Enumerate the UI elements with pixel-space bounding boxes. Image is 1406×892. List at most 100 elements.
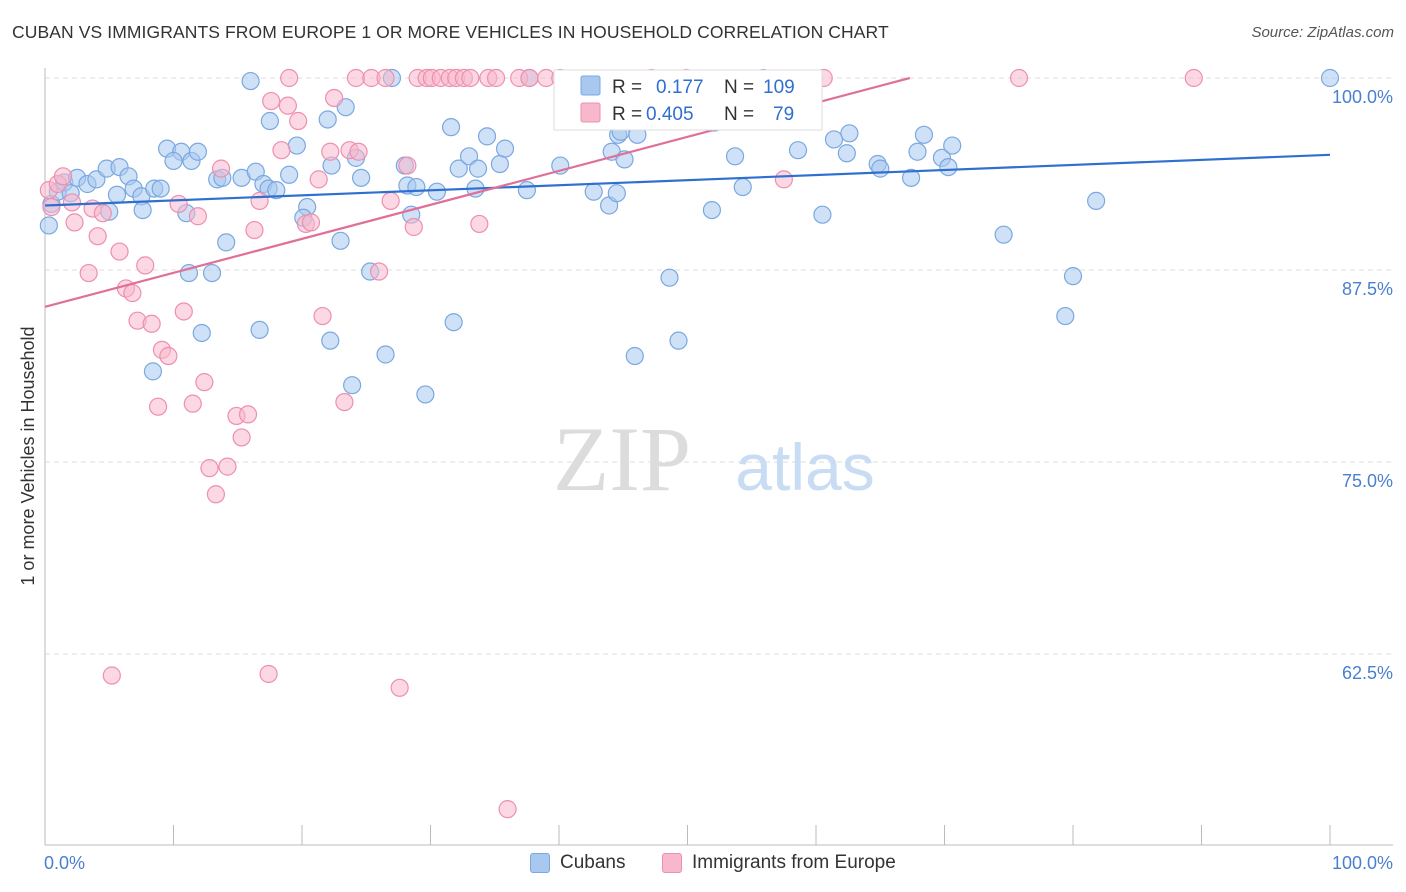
legend-r-value-europe: 0.405 (646, 104, 694, 125)
watermark-zip: ZIP (553, 408, 691, 510)
europe-point (774, 170, 793, 189)
cubans-point (321, 331, 340, 350)
cubans-point (133, 200, 152, 220)
europe-point (272, 141, 291, 160)
europe-point (404, 217, 423, 237)
europe-swatch (662, 853, 682, 873)
legend-n-label-europe: N = (724, 104, 754, 125)
europe-point (102, 666, 121, 685)
legend-n-label-cubans: N = (724, 77, 754, 98)
cubans-point (468, 159, 488, 178)
europe-point (200, 459, 219, 478)
europe-point (398, 156, 417, 175)
europe-point (232, 428, 251, 447)
europe-point (136, 256, 155, 275)
europe-point (174, 302, 193, 321)
cubans-point (441, 118, 461, 137)
europe-point (110, 242, 129, 261)
cubans-point (1056, 306, 1075, 326)
bottom-legend: Cubans Immigrants from Europe (0, 850, 1406, 880)
cubans-point (702, 200, 722, 220)
cubans-point (202, 263, 222, 283)
cubans-point (871, 159, 890, 178)
cubans-point (39, 216, 58, 235)
legend-swatch-cubans (580, 75, 601, 96)
europe-series (39, 68, 1203, 819)
cubans-point (407, 177, 426, 197)
x-tick-label-min: 0.0% (44, 853, 85, 873)
watermark-atlas: atlas (735, 430, 874, 504)
cubans-point (733, 177, 752, 197)
cubans-point (449, 159, 468, 178)
legend-item-cubans[interactable]: Cubans (530, 852, 626, 874)
cubans-point (241, 71, 260, 91)
legend-r-label-europe: R = (612, 104, 642, 125)
y-tick-label-1: 87.5% (1342, 279, 1393, 299)
cubans-point (517, 181, 536, 200)
cubans-point (584, 182, 603, 201)
europe-point (195, 373, 214, 392)
europe-point (325, 88, 344, 108)
cubans-point (660, 268, 679, 287)
europe-point (498, 800, 517, 819)
europe-point (486, 68, 506, 88)
europe-point (461, 68, 480, 88)
cubans-point (490, 154, 509, 174)
cubans-point (217, 233, 236, 252)
europe-point (376, 68, 395, 88)
legend-item-europe[interactable]: Immigrants from Europe (662, 852, 896, 874)
cubans-point (607, 184, 626, 203)
cubans-point (1320, 68, 1340, 88)
europe-point (148, 397, 168, 416)
cubans-point (287, 136, 306, 155)
europe-point (245, 220, 264, 240)
cubans-point (1087, 191, 1106, 210)
cubans-point (477, 127, 497, 146)
europe-point (259, 664, 278, 684)
europe-point (142, 314, 161, 333)
cubans-point (427, 182, 447, 201)
cubans-point (352, 168, 371, 187)
cubans-point (837, 144, 856, 163)
legend-n-value-europe: 79 (773, 104, 794, 125)
europe-point (123, 283, 142, 303)
europe-point (520, 68, 539, 88)
europe-point (218, 457, 237, 476)
cubans-point (788, 141, 808, 160)
europe-point (390, 678, 409, 697)
y-tick-label-0: 100.0% (1332, 87, 1393, 107)
cubans-point (280, 165, 299, 184)
cubans-point (914, 125, 934, 144)
cubans-point (151, 179, 170, 198)
source-credit: Source: ZipAtlas.com (1251, 24, 1394, 41)
europe-point (309, 170, 328, 189)
europe-point (370, 262, 389, 281)
cubans-point (444, 313, 463, 332)
cubans-point (416, 385, 435, 404)
europe-point (65, 213, 84, 232)
legend-box: R = 0.177 N = 109 R = 0.405 N = 79 (553, 69, 823, 131)
europe-point (313, 306, 332, 326)
cubans-trendline (44, 153, 1331, 207)
cubans-point (107, 185, 127, 204)
europe-point (88, 227, 107, 246)
cubans-point (376, 345, 395, 364)
y-tick-labels: 100.0% 87.5% 75.0% 62.5% (1332, 87, 1393, 683)
cubans-point (669, 331, 688, 350)
cubans-point (331, 231, 350, 250)
legend-swatch-europe (580, 102, 601, 123)
legend-r-label-cubans: R = (612, 77, 642, 98)
europe-point (238, 405, 258, 424)
europe-point (301, 213, 321, 232)
cubans-swatch (530, 853, 550, 873)
cubans-point (625, 346, 644, 366)
cubans-point (459, 147, 479, 166)
europe-point (159, 346, 178, 366)
y-tick-label-3: 62.5% (1342, 663, 1393, 683)
cubans-point (901, 168, 921, 187)
cubans-point (495, 139, 515, 158)
europe-point (278, 96, 297, 115)
europe-point (188, 207, 208, 226)
cubans-point (343, 376, 362, 395)
